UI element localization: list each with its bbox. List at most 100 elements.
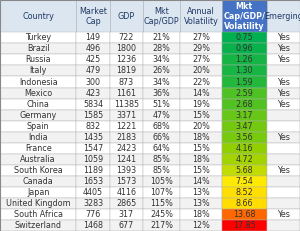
Bar	[180, 132, 222, 143]
Text: 1059: 1059	[83, 155, 103, 164]
Bar	[76, 65, 110, 76]
Bar	[143, 0, 180, 32]
Text: 149: 149	[85, 33, 101, 42]
Text: Yes: Yes	[277, 44, 290, 53]
Text: 245%: 245%	[150, 210, 173, 219]
Text: Yes: Yes	[277, 55, 290, 64]
Text: Emerging: Emerging	[264, 12, 300, 21]
Bar	[143, 198, 180, 209]
Text: 873: 873	[119, 78, 134, 86]
Text: 21%: 21%	[153, 33, 171, 42]
Bar	[143, 209, 180, 220]
Bar	[76, 143, 110, 154]
Text: 776: 776	[85, 210, 101, 219]
Bar	[110, 143, 143, 154]
Text: 832: 832	[85, 122, 101, 131]
Text: 0.75: 0.75	[235, 33, 253, 42]
Text: Mexico: Mexico	[24, 88, 52, 97]
Bar	[110, 176, 143, 187]
Bar	[110, 109, 143, 121]
Bar	[110, 187, 143, 198]
Text: 19%: 19%	[192, 100, 210, 109]
Bar	[267, 32, 300, 43]
Text: GDP: GDP	[118, 12, 135, 21]
Bar	[267, 154, 300, 165]
Text: 3283: 3283	[83, 199, 103, 208]
Text: 2865: 2865	[116, 199, 136, 208]
Bar	[110, 132, 143, 143]
Text: 1241: 1241	[116, 155, 136, 164]
Bar	[110, 198, 143, 209]
Bar	[222, 209, 267, 220]
Text: 5834: 5834	[83, 100, 103, 109]
Bar	[143, 76, 180, 88]
Text: South Africa: South Africa	[14, 210, 63, 219]
Text: 677: 677	[119, 221, 134, 230]
Bar	[76, 132, 110, 143]
Text: 107%: 107%	[150, 188, 173, 197]
Bar	[110, 165, 143, 176]
Bar	[0, 55, 76, 65]
Text: 1.26: 1.26	[235, 55, 253, 64]
Text: 28%: 28%	[153, 44, 171, 53]
Text: 496: 496	[85, 44, 101, 53]
Bar	[110, 88, 143, 99]
Text: 34%: 34%	[153, 78, 171, 86]
Text: 18%: 18%	[192, 155, 210, 164]
Text: Yes: Yes	[277, 33, 290, 42]
Text: 4.72: 4.72	[235, 155, 253, 164]
Bar	[76, 99, 110, 109]
Text: Mkt
Cap/GDP: Mkt Cap/GDP	[144, 7, 180, 26]
Text: 22%: 22%	[192, 78, 210, 86]
Text: 2.59: 2.59	[235, 88, 253, 97]
Text: 1653: 1653	[83, 177, 103, 186]
Text: 17.85: 17.85	[233, 221, 256, 230]
Text: 4.16: 4.16	[236, 144, 253, 153]
Bar	[180, 187, 222, 198]
Bar	[110, 0, 143, 32]
Bar	[110, 209, 143, 220]
Text: Germany: Germany	[20, 111, 57, 120]
Text: 1.30: 1.30	[236, 67, 253, 76]
Text: 425: 425	[85, 55, 101, 64]
Text: Spain: Spain	[27, 122, 50, 131]
Bar	[267, 220, 300, 231]
Text: 3.47: 3.47	[235, 122, 253, 131]
Bar	[222, 176, 267, 187]
Text: Brazil: Brazil	[27, 44, 50, 53]
Text: Russia: Russia	[26, 55, 51, 64]
Text: 115%: 115%	[150, 199, 173, 208]
Bar	[180, 32, 222, 43]
Bar	[180, 143, 222, 154]
Bar	[76, 198, 110, 209]
Bar	[143, 121, 180, 132]
Bar	[143, 132, 180, 143]
Text: 1800: 1800	[116, 44, 136, 53]
Text: 4405: 4405	[83, 188, 103, 197]
Bar	[267, 99, 300, 109]
Text: 1435: 1435	[83, 133, 103, 142]
Bar	[180, 198, 222, 209]
Bar	[76, 220, 110, 231]
Text: 20%: 20%	[192, 122, 210, 131]
Text: 14%: 14%	[192, 88, 210, 97]
Bar	[0, 43, 76, 55]
Text: 1819: 1819	[116, 67, 136, 76]
Bar	[222, 76, 267, 88]
Text: 34%: 34%	[153, 55, 171, 64]
Bar	[76, 209, 110, 220]
Bar	[143, 187, 180, 198]
Text: 66%: 66%	[153, 133, 171, 142]
Bar	[143, 32, 180, 43]
Text: 3.56: 3.56	[235, 133, 253, 142]
Bar	[143, 65, 180, 76]
Text: 15%: 15%	[192, 111, 210, 120]
Text: 2.68: 2.68	[235, 100, 253, 109]
Text: 1236: 1236	[116, 55, 136, 64]
Bar	[267, 176, 300, 187]
Text: 12%: 12%	[192, 221, 210, 230]
Text: 20%: 20%	[192, 67, 210, 76]
Bar	[0, 143, 76, 154]
Text: Yes: Yes	[277, 100, 290, 109]
Bar	[180, 109, 222, 121]
